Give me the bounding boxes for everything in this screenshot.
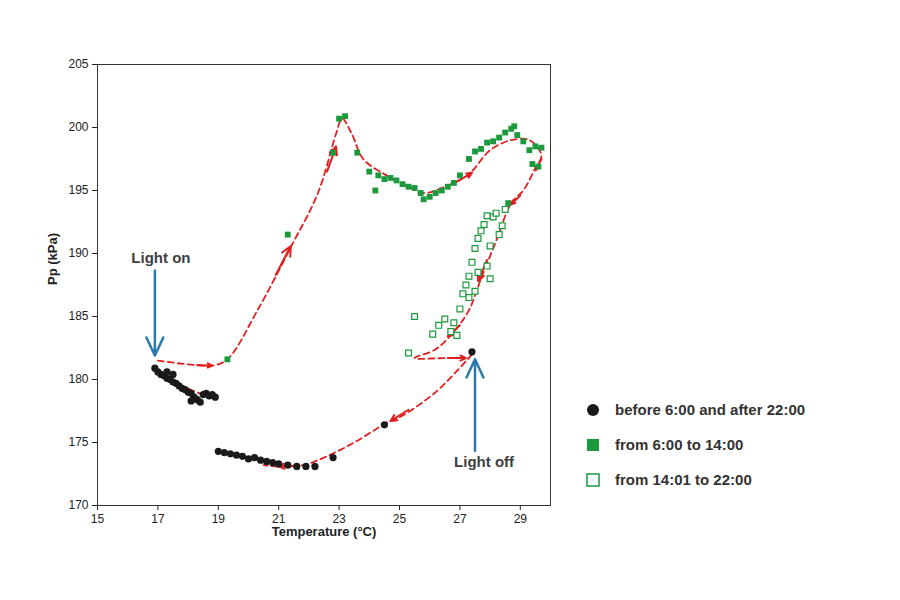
svg-text:Temperature (°C): Temperature (°C) xyxy=(272,524,377,539)
svg-text:180: 180 xyxy=(68,372,88,386)
svg-text:29: 29 xyxy=(514,512,528,526)
html-text:from 14:01 to 22:00: from 14:01 to 22:00 xyxy=(615,471,752,488)
svg-text:190: 190 xyxy=(68,246,88,260)
html-text:from 6:00 to 14:00: from 6:00 to 14:00 xyxy=(615,436,744,453)
svg-text:195: 195 xyxy=(68,183,88,197)
svg-text:205: 205 xyxy=(68,57,88,71)
svg-text:Light off: Light off xyxy=(454,453,515,470)
svg-text:Light on: Light on xyxy=(131,249,190,266)
svg-text:27: 27 xyxy=(453,512,467,526)
svg-text:185: 185 xyxy=(68,309,88,323)
svg-text:170: 170 xyxy=(68,498,88,512)
svg-text:200: 200 xyxy=(68,120,88,134)
svg-text:Pp (kPa): Pp (kPa) xyxy=(45,233,60,285)
svg-text:175: 175 xyxy=(68,435,88,449)
svg-text:17: 17 xyxy=(151,512,165,526)
svg-text:19: 19 xyxy=(212,512,226,526)
html-text:before 6:00 and after 22:00: before 6:00 and after 22:00 xyxy=(615,401,806,418)
svg-text:15: 15 xyxy=(91,512,105,526)
svg-text:23: 23 xyxy=(332,512,346,526)
svg-text:21: 21 xyxy=(272,512,286,526)
svg-text:25: 25 xyxy=(393,512,407,526)
